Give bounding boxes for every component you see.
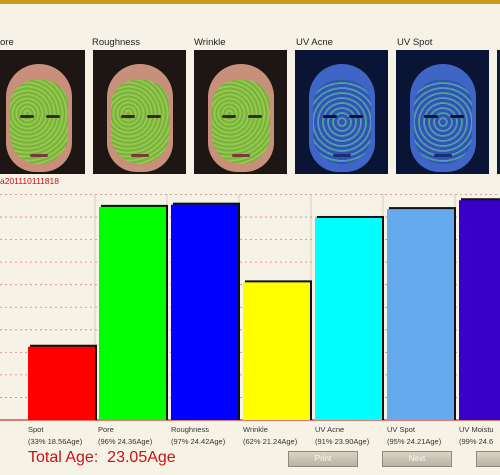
next-button[interactable]: Next: [382, 451, 452, 467]
total-age-label: Total Age:: [28, 449, 99, 466]
partial-button[interactable]: [476, 451, 500, 467]
thumbnail-roughness[interactable]: [93, 50, 186, 174]
category-sub-spot: (33% 18.56Age): [28, 437, 83, 446]
thumbnail-uv-spot[interactable]: [396, 50, 489, 174]
thumb-label-uv-spot: UV Spot: [397, 37, 433, 48]
category-sub-roughness: (97% 24.42Age): [171, 437, 226, 446]
print-button[interactable]: Print: [288, 451, 358, 467]
category-sub-uv-moisture: (99% 24.6: [459, 437, 494, 446]
thumbnail-uv-acne[interactable]: [295, 50, 388, 174]
thumb-label-wrinkle: Wrinkle: [194, 37, 226, 48]
total-age: Total Age: 23.05Age: [28, 449, 176, 467]
category-label-uv-moisture: UV Moistu: [459, 425, 494, 434]
category-sub-wrinkle: (62% 21.24Age): [243, 437, 298, 446]
thumbnail-partial[interactable]: [497, 50, 500, 174]
bar-wrinkle: [243, 282, 310, 420]
top-border: [0, 0, 500, 4]
thumb-label-uv-acne: UV Acne: [296, 37, 333, 48]
category-label-uv-spot: UV Spot: [387, 425, 415, 434]
bar-roughness: [171, 204, 238, 420]
bar-pore: [99, 206, 166, 420]
bar-chart: [0, 194, 500, 421]
category-sub-uv-spot: (95% 24.21Age): [387, 437, 442, 446]
category-label-wrinkle: Wrinkle: [243, 425, 268, 434]
thumb-label-roughness: Roughness: [92, 37, 141, 48]
category-label-spot: Spot: [28, 425, 44, 434]
bar-uv-acne: [315, 217, 382, 420]
bar-uv-spot: [387, 209, 454, 420]
bar-spot: [28, 346, 95, 420]
category-label-uv-acne: UV Acne: [315, 425, 345, 434]
category-label-pore: Pore: [98, 425, 114, 434]
bar-uv-moistu: [459, 200, 500, 420]
thumbnail-wrinkle[interactable]: [194, 50, 287, 174]
category-sub-uv-acne: (91% 23.90Age): [315, 437, 370, 446]
thumb-label-pore: ore: [0, 37, 14, 48]
total-age-value: 23.05Age: [107, 449, 176, 466]
category-sub-pore: (96% 24.36Age): [98, 437, 153, 446]
image-id: a201110111818: [0, 176, 59, 186]
thumbnail-pore[interactable]: [0, 50, 85, 174]
category-label-roughness: Roughness: [171, 425, 209, 434]
